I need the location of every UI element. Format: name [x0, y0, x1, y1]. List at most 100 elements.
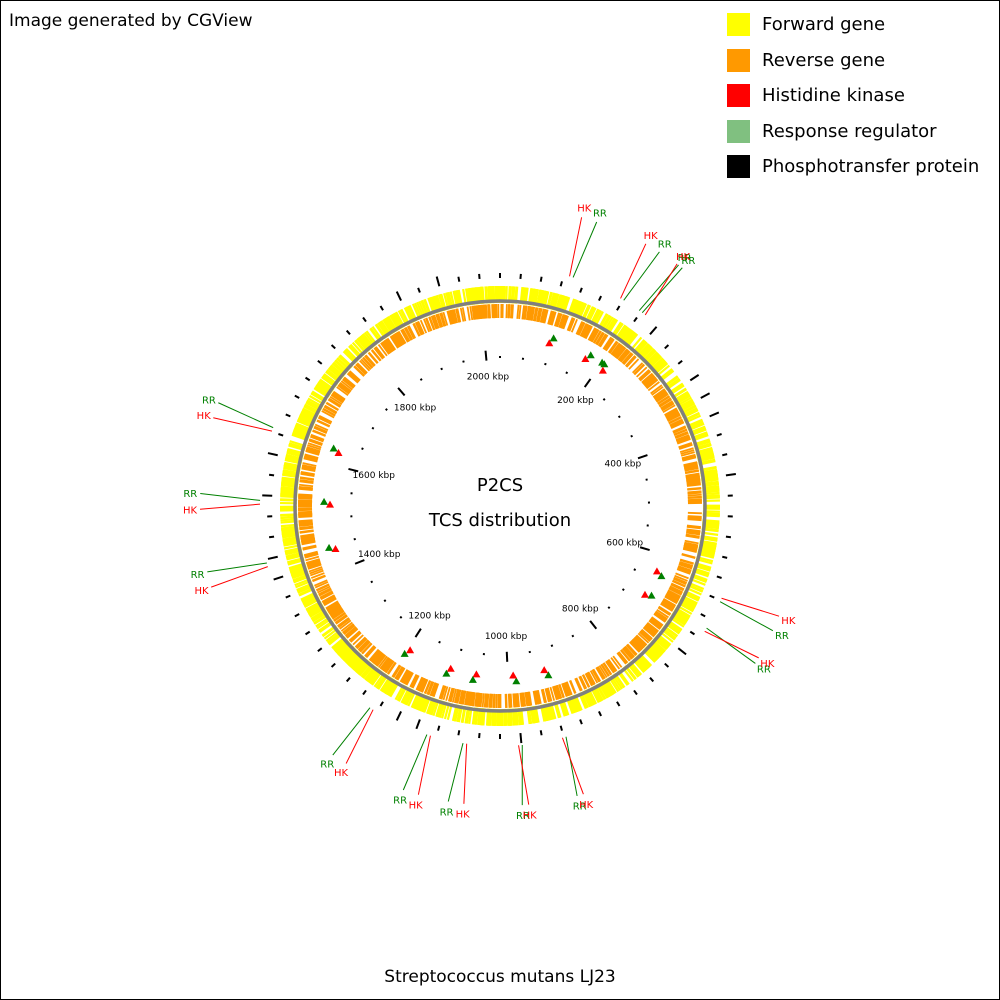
reverse-gene-mark [656, 393, 669, 403]
reverse-gene-mark [684, 541, 699, 547]
reverse-gene-mark [432, 683, 440, 698]
reverse-gene-mark [672, 426, 687, 434]
reverse-gene-mark [650, 617, 663, 628]
legend-item-reverse: Reverse gene [727, 43, 979, 79]
reverse-gene-mark [480, 304, 484, 319]
reverse-gene-mark [394, 666, 404, 680]
reverse-gene-mark [456, 308, 462, 323]
reverse-gene-mark [488, 693, 492, 708]
reverse-gene-mark [483, 304, 487, 319]
reverse-gene-mark [330, 607, 343, 617]
reverse-gene-mark [568, 680, 576, 694]
reverse-gene-mark [471, 305, 476, 320]
reverse-gene-mark [550, 311, 557, 326]
reverse-gene-mark [621, 351, 633, 364]
reverse-gene-mark [540, 689, 546, 704]
reverse-gene-mark [371, 349, 382, 362]
rr-callout-label: RR [573, 802, 587, 813]
scale-ruler: 200 kbp 400 kbp 600 kbp 800 kbp 1000 kbp 1200… [348, 350, 650, 662]
genome-name: Streptococcus mutans LJ23 [384, 967, 616, 987]
reverse-gene-mark [478, 304, 483, 320]
reverse-gene-mark [678, 562, 693, 569]
hk-callout-label: HK [676, 252, 691, 263]
reverse-gene-mark [686, 480, 701, 485]
phosphotransfer-mark [417, 287, 421, 293]
reverse-gene-mark [323, 596, 337, 605]
reverse-gene-mark [479, 693, 483, 708]
ruler-tick [565, 371, 569, 375]
reverse-gene-mark [302, 544, 317, 550]
rr-callout-line [200, 492, 261, 501]
rr-triangle [586, 351, 595, 359]
reverse-gene-mark [396, 331, 406, 345]
reverse-gene-mark [410, 674, 419, 688]
reverse-gene-mark [547, 687, 553, 702]
phosphotransfer-mark [677, 359, 683, 365]
reverse-gene-mark [415, 676, 424, 691]
reverse-gene-mark [683, 463, 698, 469]
reverse-gene-mark [306, 446, 321, 453]
reverse-gene-mark [323, 405, 337, 415]
reverse-gene-mark [353, 365, 366, 377]
reverse-gene-mark [350, 631, 362, 643]
reverse-gene-mark [405, 672, 414, 686]
reverse-gene-mark [381, 658, 392, 671]
phosphotransfer-mark [689, 630, 696, 636]
reverse-gene-mark [543, 309, 549, 324]
rr-triangle [400, 649, 409, 657]
reverse-gene-mark [542, 309, 548, 324]
reverse-gene-mark [300, 533, 315, 538]
reverse-gene-mark [516, 304, 520, 319]
genome-backbone [293, 299, 707, 713]
reverse-gene-mark [337, 384, 350, 395]
reverse-gene-mark [511, 304, 514, 319]
ruler-tick [607, 606, 611, 610]
ruler-tick [361, 447, 364, 451]
hk-triangle [598, 366, 607, 374]
reverse-gene-mark [382, 340, 392, 354]
reverse-gene-mark [635, 635, 647, 647]
reverse-gene-mark [431, 682, 438, 697]
reverse-gene-mark [307, 444, 322, 451]
phosphotransfer-mark [285, 594, 291, 599]
legend-swatch-hk [727, 84, 750, 108]
reverse-gene-mark [490, 693, 494, 708]
reverse-gene-mark [485, 693, 488, 708]
reverse-gene-mark [561, 315, 568, 329]
reverse-gene-mark [318, 588, 332, 597]
legend-label-reverse: Reverse gene [762, 49, 886, 71]
reverse-gene-mark [669, 586, 683, 594]
phosphotransfer-mark [539, 730, 543, 736]
reverse-gene-mark [348, 371, 360, 383]
reverse-gene-mark [512, 693, 516, 708]
reverse-gene-mark [536, 307, 542, 322]
reverse-gene-mark [597, 666, 606, 679]
reverse-gene-mark [611, 343, 621, 356]
rr-triangle [600, 360, 609, 368]
reverse-gene-mark [686, 483, 701, 487]
reverse-gene-mark [542, 688, 548, 703]
reverse-gene-mark [534, 690, 539, 705]
reverse-gene-mark [579, 675, 588, 689]
reverse-gene-mark [312, 429, 327, 437]
reverse-gene-mark [528, 306, 533, 321]
reverse-gene-mark [620, 350, 631, 363]
reverse-gene-mark [360, 358, 372, 371]
ruler-tick [602, 398, 606, 401]
reverse-gene-mark [633, 637, 645, 649]
tcs-callout-labels: HK RRHKRRRRRRHKHKRRRRHKRRHKRRHKHKRRHKRRHK… [183, 204, 796, 822]
reverse-gene-mark [530, 306, 536, 321]
phosphotransfer-mark [616, 305, 621, 311]
reverse-gene-mark [321, 410, 335, 419]
ruler-label: 800 kbp [562, 604, 599, 614]
ruler-label: 1600 kbp [353, 471, 396, 481]
rr-callout-label: RR [191, 570, 205, 581]
reverse-gene-mark [669, 419, 684, 428]
phosphotransfer-mark [598, 710, 602, 717]
reverse-gene-mark [565, 681, 572, 696]
reverse-gene-mark [670, 421, 685, 429]
reverse-gene-mark [474, 305, 478, 320]
reverse-gene-mark [660, 601, 674, 611]
reverse-gene-mark [608, 341, 619, 354]
